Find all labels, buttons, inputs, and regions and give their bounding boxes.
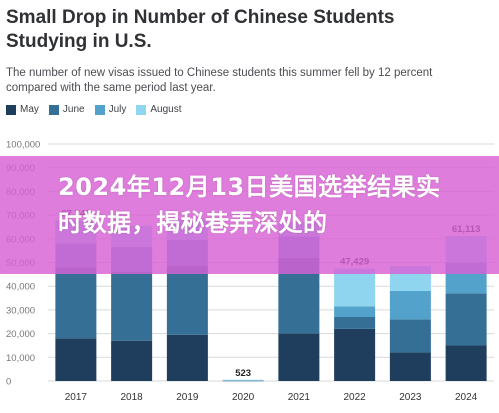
chart-title: Small Drop in Number of Chinese Students…: [6, 7, 395, 52]
bar-segment-june: [334, 317, 376, 329]
x-tick-label: 2019: [176, 392, 199, 403]
overlay-headline: 2024年12月13日美国选举结果实时数据，揭秘巷弄深处的: [58, 173, 441, 237]
x-tick-label: 2021: [288, 392, 311, 403]
bar-segment-july: [334, 306, 376, 318]
bar-segment-june: [445, 293, 487, 346]
x-tick-label: 2018: [121, 392, 144, 403]
y-tick-label: 40,000: [6, 282, 35, 293]
legend-swatch-may: [6, 104, 16, 115]
legend-label-august: August: [150, 104, 182, 115]
y-tick-label: 20,000: [6, 329, 35, 340]
bar-segment-june: [166, 266, 208, 335]
bar-segment-may: [166, 334, 208, 381]
bar-segment-may: [55, 338, 97, 381]
legend-item-july: July: [94, 104, 127, 115]
bar-segment-august: [334, 268, 376, 307]
bar-segment-may: [334, 328, 376, 381]
legend: May June July August: [6, 104, 182, 115]
bar-segment-july: [222, 380, 264, 381]
x-tick-label: 2022: [344, 392, 367, 403]
x-tick-label: 2024: [455, 392, 478, 403]
y-tick-label: 0: [6, 377, 11, 388]
legend-label-may: May: [20, 104, 39, 115]
bar-segment-june: [389, 319, 431, 353]
bar-segment-may: [278, 333, 320, 381]
legend-item-may: May: [6, 104, 39, 115]
x-tick-label: 2020: [232, 392, 255, 403]
bar-segment-may: [445, 345, 487, 381]
legend-item-june: June: [48, 104, 85, 115]
promo-overlay-banner: 2024年12月13日美国选举结果实时数据，揭秘巷弄深处的: [0, 156, 499, 274]
y-tick-label: 100,000: [6, 140, 40, 151]
bar-segment-june: [111, 271, 153, 341]
bar-segment-may: [389, 352, 431, 381]
x-tick-label: 2023: [399, 392, 422, 403]
legend-swatch-july: [94, 104, 105, 115]
y-tick-label: 10,000: [6, 353, 35, 364]
legend-label-june: June: [62, 104, 85, 115]
bar-segment-august: [222, 379, 264, 381]
legend-item-august: August: [136, 104, 182, 115]
legend-label-july: July: [108, 104, 127, 115]
x-tick-label: 2017: [65, 392, 88, 403]
bar-segment-june: [55, 267, 97, 339]
bar-segment-june: [222, 380, 264, 382]
bar-segment-may: [111, 340, 153, 381]
bar-segment-july: [389, 290, 431, 320]
bar-total-label: 523: [235, 368, 251, 379]
legend-swatch-august: [136, 104, 147, 115]
legend-swatch-june: [48, 104, 59, 115]
y-tick-label: 30,000: [6, 305, 35, 316]
chart-subtitle: The number of new visas issued to Chines…: [6, 67, 433, 94]
